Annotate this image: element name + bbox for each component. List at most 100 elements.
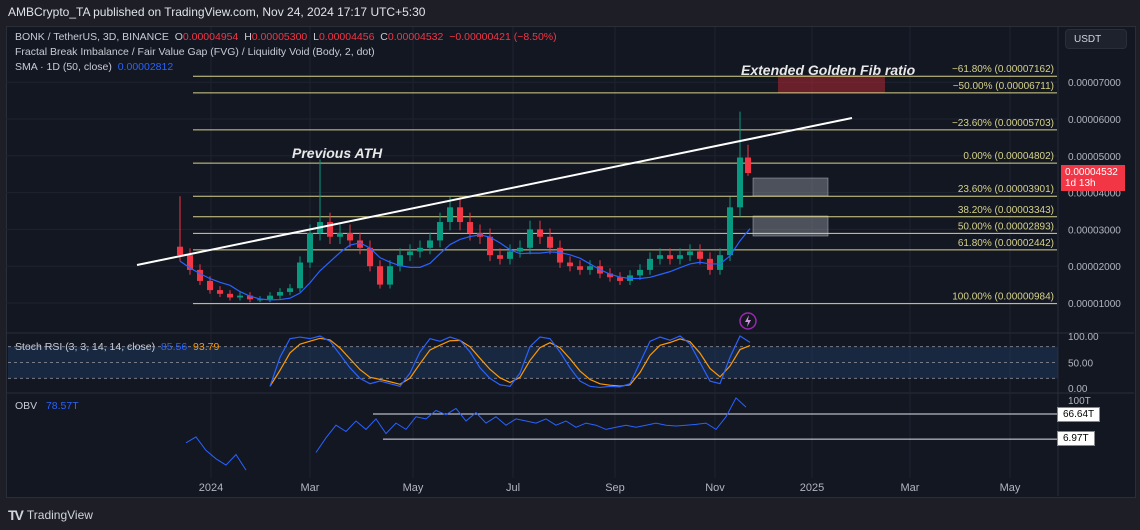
candle-body xyxy=(557,247,563,263)
candle-body xyxy=(517,247,523,252)
candle-body xyxy=(247,295,253,300)
y-tick-label: 0.00001000 xyxy=(1068,299,1121,310)
extended-fib-zone xyxy=(778,75,885,93)
open-value: 0.00004954 xyxy=(182,31,239,43)
chart-frame[interactable] xyxy=(6,26,1136,498)
candle-body xyxy=(607,273,613,278)
y-tick-label: 0.00003000 xyxy=(1068,225,1121,236)
x-tick-label: May xyxy=(1000,482,1021,494)
fvg-box xyxy=(752,215,829,237)
y-tick-label: 0.00006000 xyxy=(1068,115,1121,126)
candle-body xyxy=(357,240,363,248)
last-price-value: 0.00004532 xyxy=(1065,167,1118,178)
change-value: −0.00000421 (−8.50%) xyxy=(449,31,557,43)
candle-body xyxy=(367,247,373,267)
obv-level-low: 6.97T xyxy=(1057,431,1095,446)
candle-body xyxy=(267,295,273,300)
x-tick-label: Jul xyxy=(506,482,520,494)
sma-value: 0.00002812 xyxy=(117,61,174,73)
lightning-icon xyxy=(739,312,757,330)
fib-level-label: −23.60% (0.00005703) xyxy=(952,118,1054,129)
fib-level-label: 23.60% (0.00003901) xyxy=(958,184,1054,195)
candle-body xyxy=(197,269,203,281)
candle-body xyxy=(237,295,243,298)
candle-body xyxy=(217,290,223,294)
candle-body xyxy=(467,222,473,234)
candle-body xyxy=(567,262,573,267)
candle-body xyxy=(617,277,623,281)
obv-line xyxy=(185,397,747,471)
candle-body xyxy=(487,236,493,256)
low-label: L xyxy=(313,31,319,43)
fib-level-label: 0.00% (0.00004802) xyxy=(963,151,1054,162)
candle-body xyxy=(417,247,423,252)
obv-label: OBV xyxy=(15,400,38,412)
stoch-d-line xyxy=(269,337,751,387)
high-label: H xyxy=(244,31,252,43)
close-label: C xyxy=(380,31,388,43)
tradingview-logo[interactable]: TV TradingView xyxy=(8,507,93,523)
stoch-rsi-legend[interactable]: Stoch RSI (3, 3, 14, 14, close) 85.56 93… xyxy=(15,341,219,353)
stoch-k-line xyxy=(269,335,751,389)
candle-body xyxy=(647,258,653,270)
currency-button[interactable]: USDT xyxy=(1065,29,1127,49)
candle-body xyxy=(587,266,593,270)
candle-countdown: 1d 13h xyxy=(1065,178,1096,189)
stoch-tick-label: 50.00 xyxy=(1068,359,1093,370)
candle-body xyxy=(227,293,233,298)
obv-legend[interactable]: OBV 78.57T xyxy=(15,400,79,412)
candle-body xyxy=(697,251,703,259)
x-tick-label: Sep xyxy=(605,482,625,494)
sma-legend[interactable]: SMA · 1D (50, close) 0.00002812 xyxy=(15,61,173,73)
candle-body xyxy=(537,229,543,237)
stoch-tick-label: 100.00 xyxy=(1068,332,1099,343)
fvg-indicator-legend[interactable]: Fractal Break Imbalance / Fair Value Gap… xyxy=(15,46,375,58)
candle-body xyxy=(427,240,433,248)
lightning-icon-circle xyxy=(739,312,757,330)
stoch-d-value: 93.79 xyxy=(193,341,220,353)
candle-body xyxy=(337,233,343,237)
fib-level-label: 100.00% (0.00000984) xyxy=(952,292,1054,303)
obv-level-high: 66.64T xyxy=(1057,407,1101,422)
brand-name: TradingView xyxy=(26,508,93,522)
candle-body xyxy=(397,255,403,267)
candle-body xyxy=(657,255,663,259)
candle-body xyxy=(437,222,443,241)
candle-body xyxy=(177,246,183,256)
y-tick-label: 0.00005000 xyxy=(1068,152,1121,163)
fib-level-label: 38.20% (0.00003343) xyxy=(958,205,1054,216)
fib-level-label: −50.00% (0.00006711) xyxy=(953,81,1054,92)
y-tick-label: 0.00004000 xyxy=(1068,189,1121,200)
publish-info: AMBCrypto_TA published on TradingView.co… xyxy=(8,5,426,19)
candle-body xyxy=(637,269,643,276)
symbol-name[interactable]: BONK / TetherUS, 3D, BINANCE xyxy=(15,31,169,43)
candle-body xyxy=(287,288,293,292)
candle-body xyxy=(297,262,303,289)
x-tick-label: 2024 xyxy=(199,482,223,494)
candle-body xyxy=(577,266,583,270)
fvg-box xyxy=(752,177,829,197)
x-tick-label: May xyxy=(403,482,424,494)
sma-label: SMA · 1D (50, close) xyxy=(15,61,112,73)
y-tick-label: 0.00002000 xyxy=(1068,262,1121,273)
candle-body xyxy=(447,207,453,223)
last-price-label: 0.00004532 1d 13h xyxy=(1061,165,1125,191)
candle-body xyxy=(745,157,751,174)
candle-body xyxy=(507,251,513,259)
candle-body xyxy=(387,266,393,285)
candle-body xyxy=(307,233,313,263)
low-value: 0.00004456 xyxy=(318,31,375,43)
close-value: 0.00004532 xyxy=(387,31,444,43)
tradingview-logo-icon: TV xyxy=(8,507,24,523)
stoch-k-value: 85.56 xyxy=(160,341,188,353)
x-tick-label: 2025 xyxy=(800,482,824,494)
candle-body xyxy=(727,207,733,256)
candle-body xyxy=(677,255,683,259)
candle-body xyxy=(277,291,283,296)
sma-line xyxy=(179,228,751,301)
candle-body xyxy=(257,299,263,301)
candle-body xyxy=(207,280,213,291)
fib-level-label: 50.00% (0.00002893) xyxy=(958,221,1054,232)
candle-body xyxy=(377,266,383,285)
